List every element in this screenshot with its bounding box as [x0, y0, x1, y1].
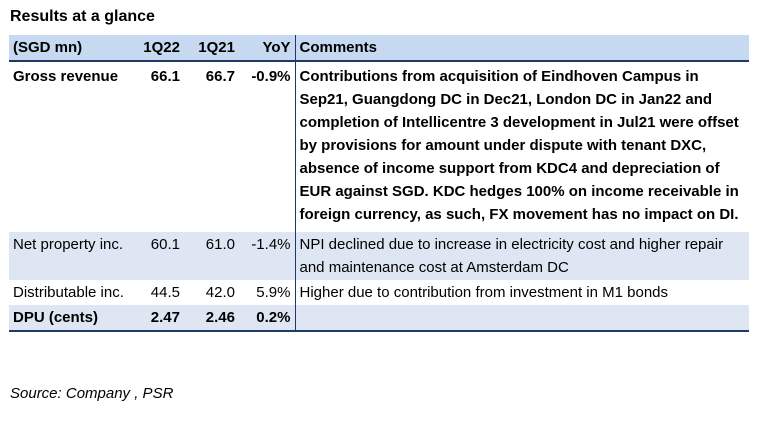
value-yoy: 0.2%: [239, 305, 296, 331]
row-label: Distributable inc.: [13, 284, 124, 301]
table-row: Net property inc. 60.1 61.0 -1.4% NPI de…: [9, 232, 749, 280]
row-comment: Contributions from acquisition of Eindho…: [299, 68, 739, 223]
row-comment: [295, 305, 749, 331]
results-table: (SGD mn) 1Q22 1Q21 YoY Comments Gross re…: [9, 35, 749, 332]
header-comments: Comments: [299, 39, 378, 56]
header-1q21: 1Q21: [198, 39, 235, 56]
source-note: Source: Company , PSR: [10, 385, 174, 402]
value-yoy: -1.4%: [239, 232, 296, 280]
value-yoy: -0.9%: [239, 61, 296, 232]
page-title: Results at a glance: [10, 8, 155, 25]
value-1q22: 60.1: [150, 236, 180, 253]
value-1q21: 42.0: [205, 284, 235, 301]
row-label: Gross revenue: [13, 68, 119, 85]
value-1q22: 66.1: [150, 68, 180, 85]
value-1q22: 44.5: [150, 284, 180, 301]
header-1q22: 1Q22: [143, 39, 180, 56]
value-1q21: 61.0: [205, 236, 235, 253]
table-row: Gross revenue 66.1 66.7 -0.9% Contributi…: [9, 61, 749, 232]
row-comment: Higher due to contribution from investme…: [299, 284, 669, 301]
table-row: Distributable inc. 44.5 42.0 5.9% Higher…: [9, 280, 749, 305]
value-1q22: 2.47: [150, 309, 180, 326]
value-yoy: 5.9%: [239, 280, 296, 305]
value-1q21: 66.7: [205, 68, 235, 85]
header-yoy: YoY: [239, 35, 296, 61]
row-label: Net property inc.: [13, 236, 124, 253]
row-label: DPU (cents): [13, 309, 99, 326]
header-unit: (SGD mn): [13, 39, 83, 56]
table-row: DPU (cents) 2.47 2.46 0.2%: [9, 305, 749, 331]
table-header-row: (SGD mn) 1Q22 1Q21 YoY Comments: [9, 35, 749, 61]
value-1q21: 2.46: [205, 309, 235, 326]
row-comment: NPI declined due to increase in electric…: [299, 236, 724, 276]
